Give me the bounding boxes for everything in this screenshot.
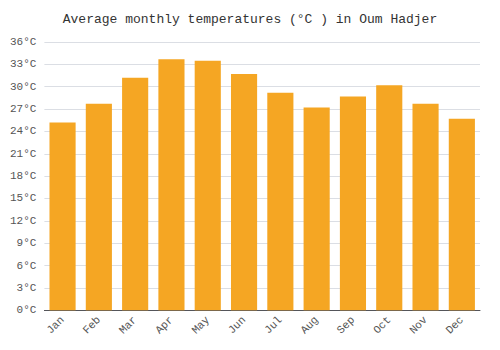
svg-text:6°C: 6°C	[17, 260, 37, 272]
svg-text:Aug: Aug	[298, 314, 320, 336]
svg-text:Jul: Jul	[262, 314, 284, 336]
svg-text:Nov: Nov	[407, 314, 430, 337]
svg-text:12°C: 12°C	[10, 215, 37, 227]
svg-text:9°C: 9°C	[17, 237, 37, 249]
svg-text:27°C: 27°C	[10, 103, 37, 115]
svg-text:Feb: Feb	[81, 314, 103, 336]
svg-text:0°C: 0°C	[17, 304, 37, 316]
svg-text:Jun: Jun	[226, 314, 248, 336]
svg-text:30°C: 30°C	[10, 81, 37, 93]
svg-text:3°C: 3°C	[17, 282, 37, 294]
svg-text:15°C: 15°C	[10, 192, 37, 204]
svg-text:May: May	[190, 314, 213, 337]
svg-text:21°C: 21°C	[10, 148, 37, 160]
svg-text:24°C: 24°C	[10, 125, 37, 137]
svg-text:Oct: Oct	[371, 314, 393, 336]
svg-text:18°C: 18°C	[10, 170, 37, 182]
svg-text:Sep: Sep	[335, 314, 357, 336]
svg-text:33°C: 33°C	[10, 58, 37, 70]
svg-text:Jan: Jan	[44, 314, 66, 336]
svg-text:Dec: Dec	[444, 314, 466, 336]
svg-text:36°C: 36°C	[10, 36, 37, 48]
svg-text:Apr: Apr	[153, 314, 175, 336]
svg-text:Mar: Mar	[117, 314, 139, 336]
svg-text:Average monthly temperatures (: Average monthly temperatures (°C ) in Ou…	[63, 12, 437, 27]
